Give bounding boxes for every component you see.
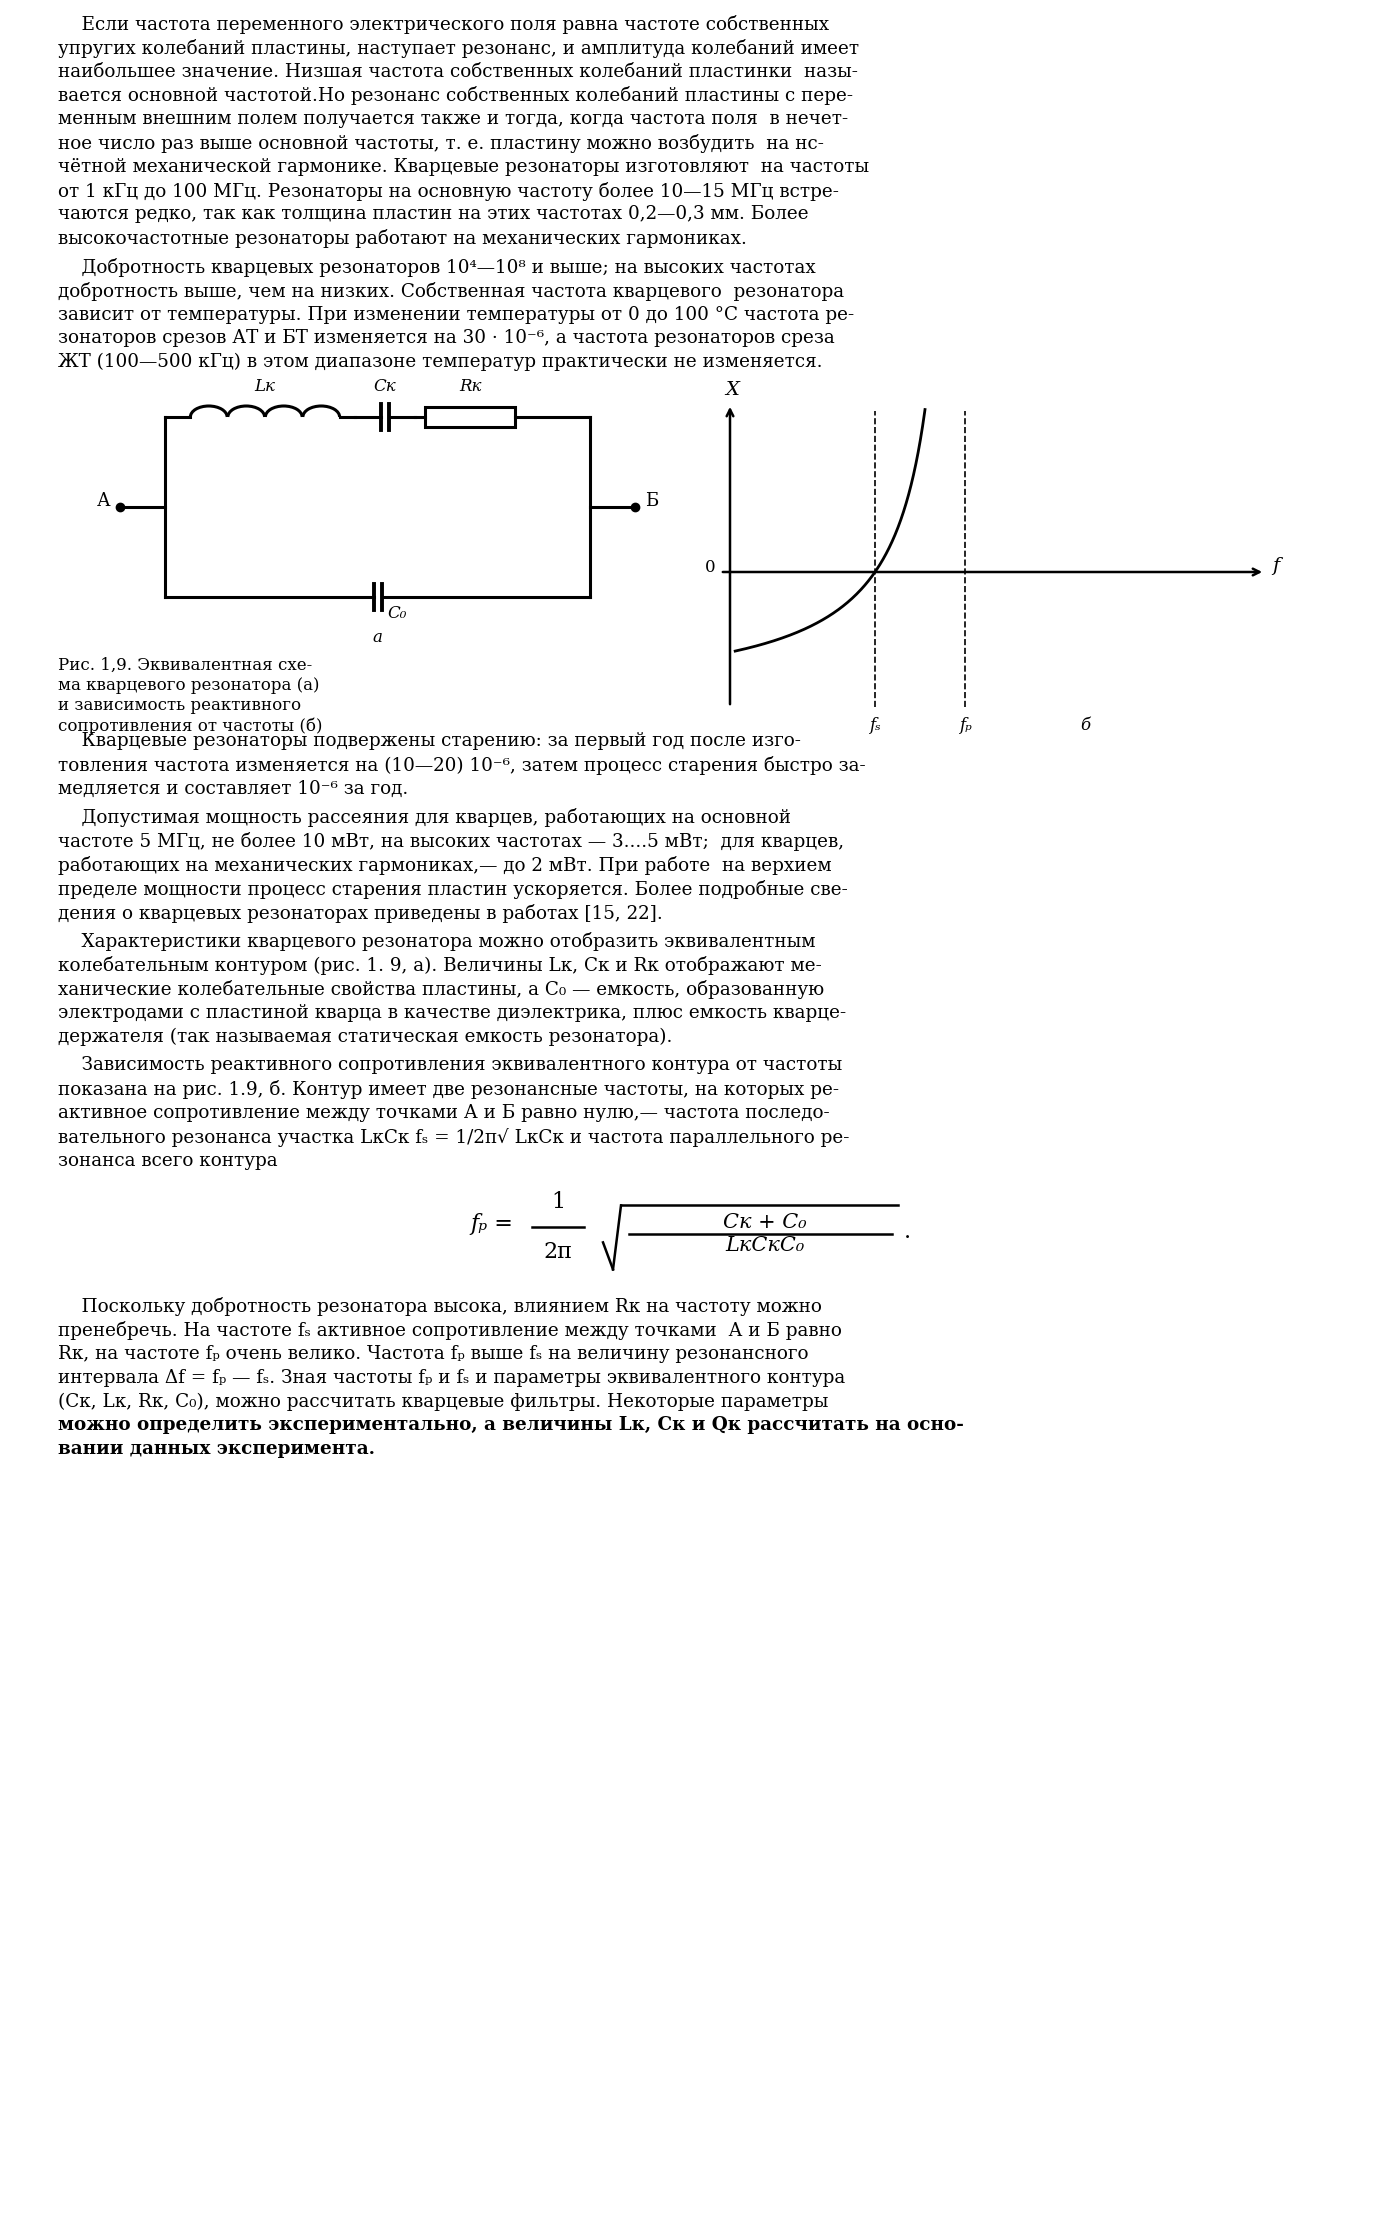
- Text: товления частота изменяется на (10—20) 10⁻⁶, затем процесс старения быстро за-: товления частота изменяется на (10—20) 1…: [59, 755, 866, 775]
- Text: наибольшее значение. Низшая частота собственных колебаний пластинки  назы-: наибольшее значение. Низшая частота собс…: [59, 62, 859, 80]
- Text: частоте 5 МГц, не более 10 мВт, на высоких частотах — 3....5 мВт;  для кварцев,: частоте 5 МГц, не более 10 мВт, на высок…: [59, 833, 845, 851]
- Text: Характеристики кварцевого резонатора можно отобразить эквивалентным: Характеристики кварцевого резонатора мож…: [59, 933, 815, 952]
- Text: 1: 1: [551, 1192, 565, 1214]
- Text: держателя (так называемая статическая емкость резонатора).: держателя (так называемая статическая ем…: [59, 1028, 673, 1045]
- Text: пределе мощности процесс старения пластин ускоряется. Более подробные све-: пределе мощности процесс старения пласти…: [59, 879, 847, 899]
- Text: высокочастотные резонаторы работают на механических гармониках.: высокочастотные резонаторы работают на м…: [59, 228, 747, 248]
- Text: а: а: [373, 629, 383, 647]
- Text: активное сопротивление между точками А и Б равно нулю,— частота последо-: активное сопротивление между точками А и…: [59, 1103, 829, 1123]
- Text: fₚ: fₚ: [959, 718, 972, 733]
- Text: X: X: [725, 381, 738, 399]
- Text: Добротность кварцевых резонаторов 10⁴—10⁸ и выше; на высоких частотах: Добротность кварцевых резонаторов 10⁴—10…: [59, 257, 815, 277]
- Text: чаются редко, так как толщина пластин на этих частотах 0,2—0,3 мм. Более: чаются редко, так как толщина пластин на…: [59, 206, 808, 224]
- Text: 2π: 2π: [543, 1240, 572, 1263]
- Text: дения о кварцевых резонаторах приведены в работах [15, 22].: дения о кварцевых резонаторах приведены …: [59, 904, 663, 924]
- Text: Cк + C₀: Cк + C₀: [723, 1214, 807, 1232]
- Text: чётной механической гармонике. Кварцевые резонаторы изготовляют  на частоты: чётной механической гармонике. Кварцевые…: [59, 157, 870, 175]
- Text: электродами с пластиной кварца в качестве диэлектрика, плюс емкость кварце-: электродами с пластиной кварца в качеств…: [59, 1003, 846, 1021]
- Text: Б: Б: [645, 492, 659, 509]
- Text: (Cк, Lк, Rк, C₀), можно рассчитать кварцевые фильтры. Некоторые параметры: (Cк, Lк, Rк, C₀), можно рассчитать кварц…: [59, 1393, 828, 1411]
- Text: .: .: [905, 1220, 912, 1243]
- Text: LкCкC₀: LкCкC₀: [725, 1236, 804, 1256]
- Text: зонаторов срезов АТ и БТ изменяется на 30 · 10⁻⁶, а частота резонаторов среза: зонаторов срезов АТ и БТ изменяется на 3…: [59, 330, 835, 348]
- Text: fₚ =: fₚ =: [470, 1214, 512, 1236]
- Text: от 1 кГц до 100 МГц. Резонаторы на основную частоту более 10—15 МГц встре-: от 1 кГц до 100 МГц. Резонаторы на основ…: [59, 182, 839, 202]
- Text: f: f: [1272, 556, 1279, 576]
- Text: интервала Δf = fₚ — fₛ. Зная частоты fₚ и fₛ и параметры эквивалентного контура: интервала Δf = fₚ — fₛ. Зная частоты fₚ …: [59, 1369, 845, 1387]
- Text: вается основной частотой.Но резонанс собственных колебаний пластины с пере-: вается основной частотой.Но резонанс соб…: [59, 86, 853, 106]
- Text: менным внешним полем получается также и тогда, когда частота поля  в нечет-: менным внешним полем получается также и …: [59, 111, 849, 128]
- Text: пренебречь. На частоте fₛ активное сопротивление между точками  А и Б равно: пренебречь. На частоте fₛ активное сопро…: [59, 1320, 842, 1340]
- Text: fₛ: fₛ: [870, 718, 881, 733]
- Text: ханические колебательные свойства пластины, а C₀ — емкость, образованную: ханические колебательные свойства пласти…: [59, 979, 824, 999]
- Text: вательного резонанса участка LкCк fₛ = 1/2π√ LкCк и частота параллельного ре-: вательного резонанса участка LкCк fₛ = 1…: [59, 1127, 849, 1147]
- Text: упругих колебаний пластины, наступает резонанс, и амплитуда колебаний имеет: упругих колебаний пластины, наступает ре…: [59, 40, 859, 58]
- Text: Поскольку добротность резонатора высока, влиянием Rк на частоту можно: Поскольку добротность резонатора высока,…: [59, 1298, 822, 1316]
- Text: ЖТ (100—500 кГц) в этом диапазоне температур практически не изменяется.: ЖТ (100—500 кГц) в этом диапазоне темпер…: [59, 352, 822, 372]
- Text: Lк: Lк: [254, 379, 275, 394]
- Text: сопротивления от частоты (б): сопротивления от частоты (б): [59, 718, 322, 735]
- Text: зонанса всего контура: зонанса всего контура: [59, 1152, 278, 1170]
- Text: Cк: Cк: [374, 379, 396, 394]
- Text: и зависимость реактивного: и зависимость реактивного: [59, 698, 302, 713]
- Text: ма кварцевого резонатора (а): ма кварцевого резонатора (а): [59, 678, 320, 693]
- Text: медляется и составляет 10⁻⁶ за год.: медляется и составляет 10⁻⁶ за год.: [59, 780, 408, 797]
- Text: можно определить экспериментально, а величины Lк, Cк и Qк рассчитать на осно-: можно определить экспериментально, а вел…: [59, 1415, 963, 1435]
- Text: зависит от температуры. При изменении температуры от 0 до 100 °C частота ре-: зависит от температуры. При изменении те…: [59, 306, 854, 323]
- Text: Rк: Rк: [459, 379, 482, 394]
- Text: 0: 0: [705, 558, 716, 576]
- Text: б: б: [1081, 718, 1090, 733]
- Text: добротность выше, чем на низких. Собственная частота кварцевого  резонатора: добротность выше, чем на низких. Собстве…: [59, 281, 845, 301]
- Text: колебательным контуром (рис. 1. 9, а). Величины Lк, Cк и Rк отображают ме-: колебательным контуром (рис. 1. 9, а). В…: [59, 957, 822, 975]
- Text: Кварцевые резонаторы подвержены старению: за первый год после изго-: Кварцевые резонаторы подвержены старению…: [59, 731, 801, 751]
- Text: работающих на механических гармониках,— до 2 мВт. При работе  на верхием: работающих на механических гармониках,— …: [59, 855, 832, 875]
- Text: C₀: C₀: [388, 605, 406, 622]
- Text: А: А: [96, 492, 110, 509]
- Text: вании данных эксперимента.: вании данных эксперимента.: [59, 1440, 376, 1457]
- Text: Если частота переменного электрического поля равна частоте собственных: Если частота переменного электрического …: [59, 16, 829, 33]
- Text: Допустимая мощность рассеяния для кварцев, работающих на основной: Допустимая мощность рассеяния для кварце…: [59, 808, 792, 828]
- Text: ное число раз выше основной частоты, т. е. пластину можно возбудить  на нс-: ное число раз выше основной частоты, т. …: [59, 133, 824, 153]
- Bar: [424, 408, 515, 427]
- Text: Рис. 1,9. Эквивалентная схе-: Рис. 1,9. Эквивалентная схе-: [59, 658, 313, 673]
- Text: Rк, на частоте fₚ очень велико. Частота fₚ выше fₛ на величину резонансного: Rк, на частоте fₚ очень велико. Частота …: [59, 1345, 808, 1362]
- Text: Зависимость реактивного сопротивления эквивалентного контура от частоты: Зависимость реактивного сопротивления эк…: [59, 1057, 842, 1074]
- Text: показана на рис. 1.9, б. Контур имеет две резонансные частоты, на которых ре-: показана на рис. 1.9, б. Контур имеет дв…: [59, 1081, 839, 1099]
